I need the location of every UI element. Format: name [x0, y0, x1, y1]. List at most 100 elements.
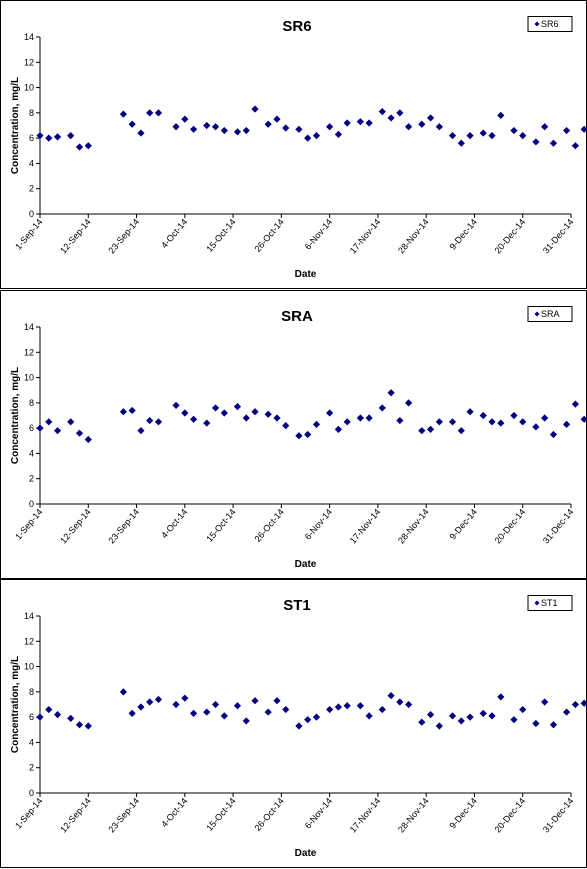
data-point [387, 389, 395, 397]
y-tick-label: 8 [29, 108, 34, 118]
y-tick-label: 12 [24, 57, 34, 67]
data-point [541, 123, 549, 131]
data-point [242, 414, 250, 422]
data-point [466, 132, 474, 140]
data-point [211, 123, 220, 131]
data-point [532, 719, 540, 728]
data-point [365, 712, 373, 720]
data-point [532, 138, 540, 146]
y-tick-label: 2 [29, 763, 34, 773]
y-tick-label: 10 [24, 662, 34, 672]
data-point [435, 722, 443, 730]
y-tick-label: 0 [29, 209, 34, 219]
data-point [146, 698, 154, 706]
data-point [510, 411, 518, 420]
data-point [387, 114, 395, 122]
y-tick-label: 10 [24, 83, 34, 93]
data-point [580, 125, 587, 133]
y-tick-label: 6 [29, 712, 34, 722]
y-tick-label: 8 [29, 398, 34, 408]
legend: ST1 [527, 595, 573, 611]
y-tick-label: 10 [24, 373, 34, 383]
data-point [488, 712, 496, 720]
data-point [233, 702, 242, 710]
data-point [154, 109, 163, 117]
data-point [312, 132, 321, 140]
data-point [563, 126, 571, 135]
data-point [343, 119, 351, 127]
data-point [448, 712, 457, 720]
y-tick-label: 4 [29, 448, 34, 458]
data-point [479, 411, 487, 420]
legend-marker-icon [534, 21, 540, 27]
y-tick-label: 2 [29, 184, 34, 194]
data-point [365, 119, 373, 127]
data-point [396, 698, 404, 706]
y-tick-label: 0 [29, 788, 34, 798]
data-point [510, 126, 518, 135]
y-tick-label: 14 [24, 32, 34, 42]
data-point [378, 705, 386, 714]
data-point [497, 693, 505, 701]
data-point [189, 415, 198, 423]
data-point [264, 120, 272, 128]
data-point [457, 139, 465, 147]
data-point [378, 107, 386, 116]
chart-frame [0, 290, 587, 579]
data-point [172, 700, 180, 709]
series-points [36, 389, 587, 444]
data-point [541, 414, 549, 422]
data-point [580, 699, 587, 707]
y-axis-label: Concentration, mg/L [10, 367, 21, 464]
legend: SRA [527, 306, 573, 322]
y-axis-label: Concentration, mg/L [10, 77, 21, 174]
data-point [343, 702, 351, 710]
data-point [137, 129, 145, 137]
data-point [273, 115, 281, 123]
data-point [295, 125, 303, 133]
data-point [418, 718, 426, 726]
data-point [405, 700, 413, 709]
y-tick-label: 12 [24, 636, 34, 646]
data-point [203, 121, 211, 130]
data-point [84, 142, 92, 150]
data-point [119, 110, 127, 118]
data-point [396, 109, 404, 117]
data-point [242, 717, 250, 725]
data-point [580, 415, 587, 423]
data-point [488, 418, 496, 426]
data-point [326, 123, 334, 131]
data-point [233, 128, 242, 136]
data-point [36, 132, 44, 140]
data-point [356, 702, 364, 710]
data-point [189, 125, 198, 133]
legend-label: ST1 [541, 598, 558, 608]
y-tick-label: 14 [24, 322, 34, 332]
data-point [181, 115, 189, 123]
chart-panel-sra: SRA 0 2 4 6 8 10 12 14 Concentration, mg/L 1-Sep-1… [0, 290, 587, 580]
chart-frame [0, 0, 587, 289]
data-point [53, 133, 62, 141]
data-point [334, 130, 343, 138]
data-point [146, 109, 154, 117]
data-point [295, 722, 303, 730]
legend-marker-icon [534, 600, 540, 606]
y-tick-label: 8 [29, 687, 34, 697]
data-point [137, 703, 145, 711]
y-tick-label: 4 [29, 737, 34, 747]
data-point [387, 692, 395, 700]
data-point [242, 126, 250, 135]
data-point [448, 132, 457, 140]
data-point [282, 124, 290, 132]
legend-box [527, 595, 573, 611]
chart-title: SRA [281, 308, 313, 325]
data-point [541, 698, 549, 706]
y-tick-label: 6 [29, 423, 34, 433]
data-point [67, 132, 75, 140]
data-point [435, 123, 443, 131]
y-axis-label: Concentration, mg/L [10, 656, 21, 753]
data-point [549, 139, 558, 147]
